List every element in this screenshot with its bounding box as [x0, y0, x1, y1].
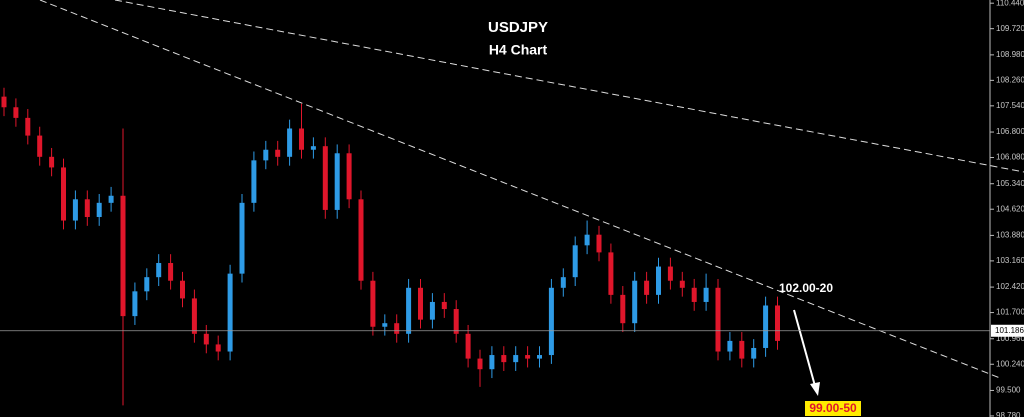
candle-body: [489, 355, 495, 370]
candle-body: [25, 117, 31, 136]
y-tick-label: 108.260: [996, 75, 1024, 84]
candle-body: [465, 333, 471, 359]
candle-body: [418, 287, 423, 320]
annotation: 102.00-20: [779, 281, 833, 295]
candle-body: [322, 146, 328, 210]
arrow: [793, 309, 816, 387]
candle-body: [168, 263, 174, 281]
candle-body: [441, 301, 447, 310]
candle-body: [84, 199, 90, 217]
y-tick-label: 108.980: [996, 50, 1024, 59]
candle-body: [620, 294, 626, 324]
candle-body: [727, 340, 733, 352]
candle-body: [608, 252, 614, 295]
candle-body: [108, 195, 114, 203]
candle-body: [763, 305, 769, 348]
y-tick-label: 102.420: [996, 282, 1024, 291]
candle-body: [346, 153, 352, 200]
y-tick-label: 100.240: [996, 359, 1024, 368]
y-tick-label: 110.440: [996, 0, 1024, 7]
annotation-box: [805, 401, 861, 416]
y-tick-label: 107.540: [996, 101, 1024, 110]
candle-body: [596, 234, 602, 253]
candle-body: [203, 333, 209, 345]
y-tick-label: 106.080: [996, 153, 1024, 162]
candle-body: [215, 344, 221, 352]
candle-body: [227, 273, 233, 352]
candle-body: [406, 287, 412, 334]
candle-body: [560, 277, 566, 288]
candle-body: [632, 280, 638, 324]
candle-body: [180, 280, 185, 299]
candle-body: [61, 167, 66, 221]
candle-body: [644, 280, 650, 295]
candle-body: [679, 280, 685, 288]
candle-body: [739, 340, 745, 359]
candle-body: [263, 149, 269, 161]
y-tick-label: 105.340: [996, 179, 1024, 188]
current-price-box: [991, 324, 1024, 337]
candle-body: [703, 287, 709, 302]
candle-body: [548, 287, 554, 356]
candle-body: [156, 263, 162, 278]
y-tick-label: 103.880: [996, 231, 1024, 240]
y-tick-label: 98.780: [996, 411, 1021, 417]
candle-body: [370, 280, 376, 327]
candle-body: [537, 355, 542, 359]
candle-body: [358, 199, 364, 281]
candle-body: [656, 266, 661, 295]
y-tick-label: 104.620: [996, 204, 1024, 213]
candle-body: [144, 277, 150, 292]
y-tick-label: 109.720: [996, 24, 1024, 33]
candle-body: [775, 305, 780, 341]
candle-body: [334, 153, 340, 210]
candle-body: [691, 287, 697, 302]
candle-body: [37, 135, 43, 157]
candle-body: [239, 202, 245, 274]
candle-body: [132, 291, 138, 317]
candle-body: [751, 347, 757, 359]
trend-line: [39, 0, 1001, 379]
candle-body: [96, 202, 102, 217]
candle-body: [394, 323, 400, 334]
arrow-head: [810, 382, 820, 396]
y-tick-label: 101.700: [996, 308, 1024, 317]
candle-body: [287, 128, 293, 157]
candle-body: [667, 266, 673, 281]
candle-body: [120, 195, 126, 317]
y-tick-label: 103.160: [996, 256, 1024, 265]
candle-body: [715, 287, 721, 352]
candle-body: [501, 355, 507, 363]
candle-body: [572, 245, 578, 278]
candle-body: [13, 107, 19, 118]
candle-body: [525, 355, 531, 359]
candle-body: [1, 96, 7, 108]
candle-body: [275, 149, 281, 157]
candle-body: [584, 234, 590, 246]
candle-body: [251, 160, 257, 203]
chart-title: USDJPY: [488, 19, 548, 36]
candle-body: [72, 199, 78, 221]
candle-body: [453, 309, 459, 334]
candle-body: [49, 156, 55, 168]
current-price-label: 101.186: [995, 326, 1024, 335]
y-tick-label: 100.960: [996, 334, 1024, 343]
y-tick-label: 106.800: [996, 127, 1024, 136]
y-tick-label: 99.500: [996, 386, 1021, 395]
candle-body: [310, 146, 316, 150]
candle-body: [477, 358, 483, 370]
candle-body: [513, 355, 519, 363]
candle-body: [429, 301, 435, 320]
candle-body: [382, 323, 388, 327]
annotation: 99.00-50: [809, 401, 857, 415]
trend-line: [114, 0, 1024, 173]
candle-body: [299, 128, 304, 150]
candle-body: [191, 298, 197, 334]
chart-subtitle: H4 Chart: [489, 42, 548, 58]
